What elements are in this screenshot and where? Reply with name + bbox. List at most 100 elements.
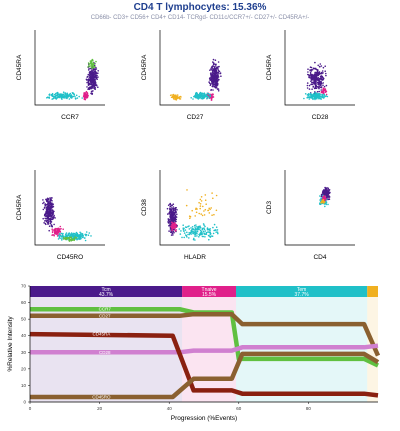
scatter-point [307,71,309,73]
scatter-point [193,237,195,240]
scatter-point [173,231,175,234]
scatter-point [86,86,88,88]
scatter-point [88,78,91,80]
scatter-point [68,240,71,242]
scatter-point [321,70,324,72]
series-label: CD28 [99,350,111,355]
scatter-point [213,223,216,226]
scatter-point [172,227,174,230]
scatter-point [319,72,322,75]
scatter-point [52,97,55,99]
scatter-point [311,69,314,71]
scatter-point [48,218,51,221]
scatter-point [216,88,219,90]
scatter-point [204,94,206,97]
scatter-point [182,224,184,226]
scatter-point [86,81,88,84]
scatter-point [210,68,212,71]
scatter-point [167,219,170,222]
scatter-point [209,69,211,71]
scatter-point [72,233,75,235]
scatter-point [42,202,44,205]
scatter-point [182,228,185,231]
scatter-point [319,75,322,78]
scatter-point [90,70,93,72]
x-tick-label: 80 [306,406,312,411]
scatter-point [92,62,95,64]
scatter-point [194,239,196,241]
scatter-point [42,217,44,220]
scatter-axes [159,30,230,106]
scatter-point [48,204,51,207]
scatter-point [50,94,53,96]
scatter-point [210,89,213,91]
scatter-point [205,231,208,234]
scatter-point [214,72,216,75]
scatter-point [92,69,94,71]
scatter-point [175,229,178,231]
scatter-point [67,235,69,237]
scatter-point [45,198,47,201]
scatter-point [212,83,215,86]
scatter-y-label: CD45RA [16,54,23,80]
scatter-point [58,233,61,235]
scatter-point [192,238,195,241]
scatter-point [55,231,57,233]
scatter-point [311,83,314,86]
scatter-y-label: CD45RA [141,54,148,80]
scatter-point [194,227,197,230]
scatter-point [215,226,218,228]
scatter-point [48,215,51,218]
scatter-point [206,228,209,231]
scatter-point [170,215,172,218]
scatter-point [214,229,217,231]
scatter-point [322,190,324,192]
scatter-point [42,199,44,201]
scatter-point [310,80,312,82]
scatter-point [322,195,325,197]
scatter-point [316,94,319,96]
scatter-point [311,94,314,97]
scatter-point [60,235,62,237]
scatter-point [217,76,220,78]
scatter-point [213,69,216,71]
scatter-point [214,59,217,61]
scatter-point [210,97,212,99]
scatter-x-label: CD45RO [57,254,83,261]
scatter-point [62,228,64,230]
scatter-point [46,97,48,99]
scatter-point [47,200,49,202]
scatter-point [94,63,96,65]
scatter-point [67,95,70,98]
scatter-point [92,82,95,84]
scatter-point [60,227,62,230]
scatter-point [314,73,317,75]
scatter-point [204,230,207,232]
scatter-point [208,229,211,231]
segment-name: Tcm [101,287,110,293]
scatter-point [180,96,182,98]
scatter-x-label: HLADR [184,254,206,261]
scatter-point [202,230,205,233]
scatter-point [60,232,63,235]
scatter-point [51,213,54,216]
scatter-point [73,237,76,240]
scatter-point [172,212,174,215]
segment-bar [182,286,237,297]
scatter-point [44,205,46,207]
scatter-point [319,80,322,83]
segment-background [236,286,368,402]
scatter-panel-1: CCR7 CD45RA [16,30,105,121]
scatter-point [313,74,315,77]
scatter-panel-4: CD45RO CD45RA [16,170,105,261]
scatter-point [90,235,92,237]
scatter-point [184,229,187,231]
scatter-point [211,85,214,88]
scatter-point [188,228,191,230]
scatter-point [309,69,311,71]
scatter-point [318,65,321,68]
scatter-point [198,234,201,237]
scatter-point [211,235,214,237]
scatter-point [220,75,222,77]
scatter-point [311,73,313,76]
